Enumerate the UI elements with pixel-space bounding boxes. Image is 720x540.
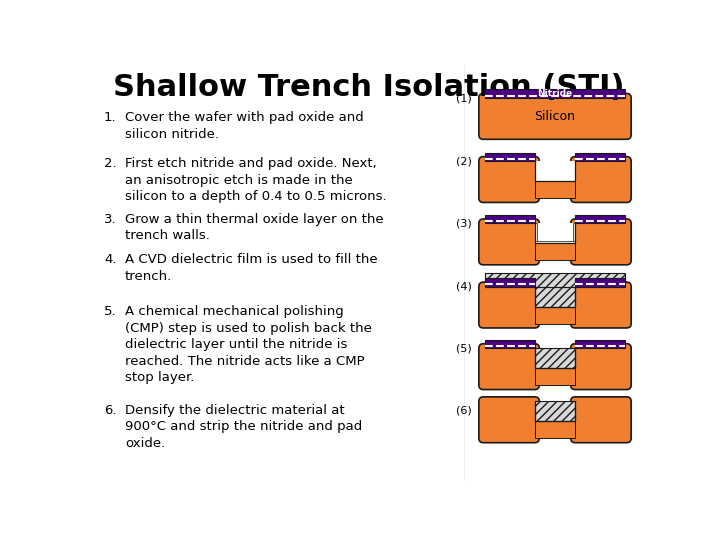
FancyBboxPatch shape — [479, 397, 539, 443]
Bar — [535, 244, 575, 260]
Bar — [485, 278, 535, 287]
FancyBboxPatch shape — [479, 282, 539, 328]
Bar — [485, 90, 625, 98]
Text: 4.: 4. — [104, 253, 117, 266]
FancyBboxPatch shape — [479, 93, 631, 139]
Text: Nitride: Nitride — [537, 89, 572, 98]
Bar — [535, 421, 575, 438]
FancyBboxPatch shape — [571, 219, 631, 265]
Text: Cover the wafer with pad oxide and
silicon nitride.: Cover the wafer with pad oxide and silic… — [125, 111, 364, 140]
Bar — [485, 215, 535, 224]
Text: (1): (1) — [456, 93, 472, 103]
Bar — [535, 161, 575, 181]
Text: (2): (2) — [456, 157, 472, 166]
Bar — [575, 215, 625, 224]
Text: (5): (5) — [456, 343, 472, 354]
Text: 1.: 1. — [104, 111, 117, 124]
Bar — [535, 224, 537, 244]
Bar — [535, 307, 575, 323]
Bar — [485, 340, 535, 348]
Text: A CVD dielectric film is used to fill the
trench.: A CVD dielectric film is used to fill th… — [125, 253, 377, 283]
Bar — [575, 340, 625, 348]
Text: (6): (6) — [456, 405, 472, 415]
Text: (3): (3) — [456, 219, 472, 229]
FancyBboxPatch shape — [571, 157, 631, 202]
Bar — [535, 368, 575, 385]
Text: 2.: 2. — [104, 157, 117, 170]
Bar — [535, 241, 575, 244]
FancyBboxPatch shape — [479, 344, 539, 389]
FancyBboxPatch shape — [571, 282, 631, 328]
Bar — [535, 348, 575, 368]
Text: First etch nitride and pad oxide. Next,
an anisotropic etch is made in the
silic: First etch nitride and pad oxide. Next, … — [125, 157, 387, 203]
Text: Densify the dielectric material at
900°C and strip the nitride and pad
oxide.: Densify the dielectric material at 900°C… — [125, 403, 362, 450]
Text: A chemical mechanical polishing
(CMP) step is used to polish back the
dielectric: A chemical mechanical polishing (CMP) st… — [125, 305, 372, 384]
FancyBboxPatch shape — [571, 397, 631, 443]
Bar — [535, 401, 575, 421]
Bar — [535, 287, 575, 307]
FancyBboxPatch shape — [479, 219, 539, 265]
Bar — [535, 181, 575, 198]
Text: 6.: 6. — [104, 403, 117, 416]
Text: Shallow Trench Isolation (STI): Shallow Trench Isolation (STI) — [113, 72, 625, 102]
Text: 5.: 5. — [104, 305, 117, 318]
Bar — [485, 153, 535, 161]
FancyBboxPatch shape — [571, 344, 631, 389]
Text: (4): (4) — [456, 282, 472, 292]
Bar — [575, 278, 625, 287]
Bar — [575, 153, 625, 161]
Bar — [573, 224, 575, 244]
Text: Silicon: Silicon — [534, 110, 575, 123]
FancyBboxPatch shape — [479, 157, 539, 202]
Text: 3.: 3. — [104, 213, 117, 226]
Bar — [485, 273, 625, 287]
Bar — [535, 224, 575, 244]
Text: Grow a thin thermal oxide layer on the
trench walls.: Grow a thin thermal oxide layer on the t… — [125, 213, 384, 242]
